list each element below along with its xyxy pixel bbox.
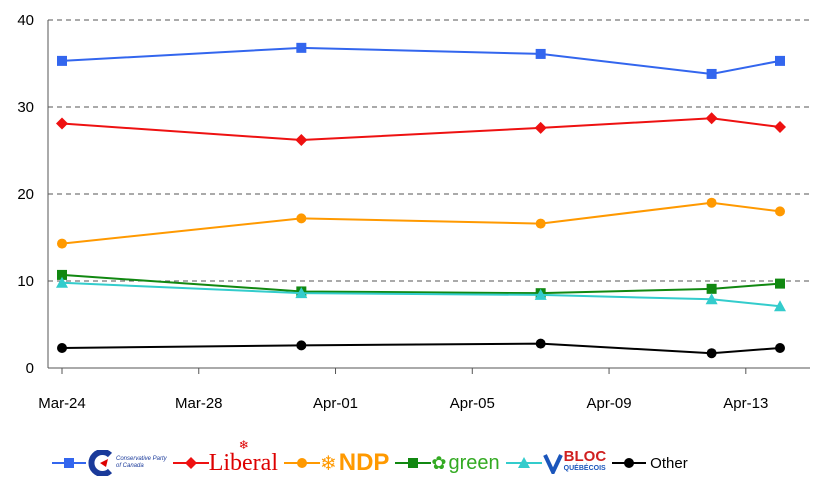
data-point-4-1	[295, 287, 308, 299]
legend-marker-bloc	[505, 457, 542, 468]
x-tick-label-2: Apr-01	[313, 395, 358, 412]
legend-item-other: Other	[612, 455, 688, 472]
ndp-logo: ❄ NDP	[320, 449, 389, 477]
green-flower-icon: ✿	[431, 452, 447, 473]
series-group	[56, 42, 786, 359]
ndp-logo-text: NDP	[338, 449, 390, 476]
axes	[47, 20, 810, 374]
x-tick-label-0: Mar-24	[38, 395, 86, 412]
x-tick-label-5: Apr-13	[723, 395, 768, 412]
legend-item-liberal: ❄ Liberal	[172, 438, 278, 477]
x-tick-label-1: Mar-28	[175, 395, 223, 412]
data-point-4-2	[534, 288, 547, 300]
data-point-2-1	[296, 213, 307, 224]
conservative-logo: Conservative Party of Canada	[86, 450, 167, 476]
bloc-fleur-icon	[542, 454, 563, 474]
data-point-5-0	[57, 342, 67, 353]
data-point-5-3	[706, 348, 717, 359]
data-point-2-3	[706, 197, 717, 208]
conservative-c-icon	[88, 450, 113, 476]
conservative-logo-text-2: of Canada	[116, 463, 144, 469]
y-tick-label-40: 40	[17, 12, 34, 29]
data-point-4-4	[774, 300, 786, 312]
legend-item-conservative: Conservative Party of Canada	[52, 450, 167, 476]
tick-labels: 0 10 20 30 40 Mar-24 Mar-28 Apr-01 Apr-05 Apr-09 A…	[17, 12, 768, 412]
data-point-1-3	[705, 112, 718, 125]
conservative-logo-text: Conservative Party	[116, 456, 167, 462]
gridlines	[48, 19, 810, 282]
data-point-1-4	[774, 121, 786, 134]
liberal-logo: ❄ Liberal	[208, 438, 278, 477]
data-point-0-3	[706, 68, 717, 79]
data-point-3-4	[775, 278, 785, 289]
data-point-2-4	[775, 206, 785, 217]
series-line-3	[61, 273, 781, 295]
series-line-1	[61, 117, 781, 142]
legend-marker-green	[395, 458, 432, 468]
data-point-3-3	[706, 283, 717, 294]
data-point-2-0	[57, 238, 67, 249]
green-logo: ✿ green	[431, 452, 499, 475]
data-point-4-3	[705, 293, 718, 305]
legend-item-green: ✿ green	[395, 452, 500, 475]
data-point-5-4	[775, 342, 785, 353]
maple-leaf-icon: ❄	[238, 437, 249, 452]
data-point-1-2	[534, 121, 547, 134]
legend: Conservative Party of Canada ❄ Liberal ❄…	[52, 438, 694, 479]
data-point-5-1	[296, 340, 307, 351]
series-line-0	[61, 46, 781, 75]
legend-marker-other	[612, 458, 647, 468]
legend-label-other: Other	[650, 454, 688, 472]
data-point-1-1	[295, 134, 308, 147]
y-tick-label-20: 20	[17, 186, 34, 203]
series-line-2	[61, 201, 781, 245]
data-point-0-1	[296, 42, 307, 53]
legend-item-ndp: ❄ NDP	[283, 449, 389, 477]
legend-marker-ndp	[283, 458, 320, 468]
legend-marker-conservative	[52, 458, 86, 468]
data-point-1-0	[56, 117, 68, 130]
green-logo-text: green	[448, 451, 500, 474]
data-point-0-4	[775, 55, 785, 66]
liberal-logo-text: Liberal	[208, 449, 278, 476]
x-tick-label-3: Apr-05	[450, 395, 495, 412]
legend-item-bloc: BLOC QUÉBÉCOIS	[505, 448, 607, 475]
bloc-logo: BLOC QUÉBÉCOIS	[542, 448, 607, 475]
data-point-0-0	[57, 55, 67, 66]
data-point-0-2	[535, 48, 546, 59]
y-tick-label-0: 0	[26, 360, 34, 377]
series-line-4	[61, 281, 781, 308]
data-point-2-2	[535, 218, 546, 229]
series-line-5	[61, 342, 781, 355]
bloc-logo-text-2: QUÉBÉCOIS	[563, 465, 606, 472]
data-point-3-0	[57, 269, 67, 280]
data-point-4-0	[56, 276, 68, 288]
data-point-5-2	[535, 338, 546, 349]
y-tick-label-10: 10	[17, 273, 34, 290]
y-tick-label-30: 30	[17, 99, 34, 116]
legend-marker-liberal	[172, 457, 209, 469]
x-tick-label-4: Apr-09	[587, 395, 632, 412]
ndp-leaf-icon: ❄	[319, 452, 337, 475]
bloc-logo-text: BLOC	[563, 448, 607, 465]
line-chart: 0 10 20 30 40 Mar-24 Mar-28 Apr-01 Apr-05 Apr-09 A…	[17, 12, 810, 412]
